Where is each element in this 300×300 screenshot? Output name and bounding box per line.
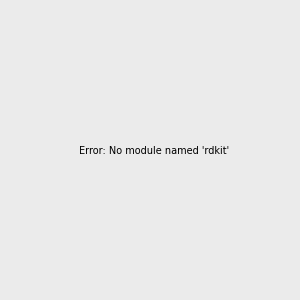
Text: Error: No module named 'rdkit': Error: No module named 'rdkit' [79,146,229,157]
